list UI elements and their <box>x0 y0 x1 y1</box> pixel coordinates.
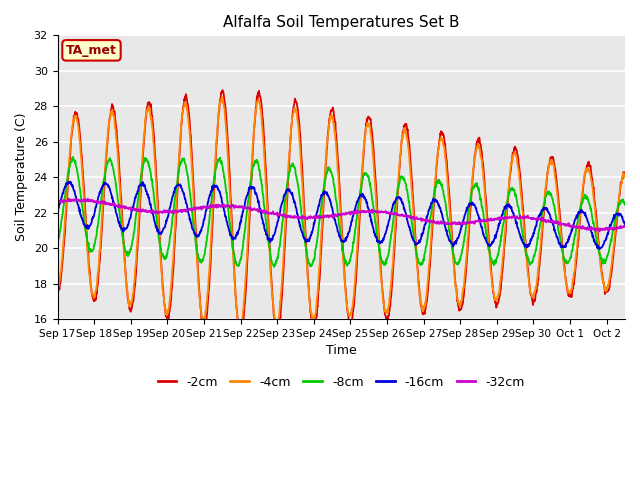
X-axis label: Time: Time <box>326 344 356 357</box>
-4cm <box>98 223 106 228</box>
-16cm <box>621 222 629 228</box>
-2cm <box>121 254 129 260</box>
-4cm <box>237 327 244 333</box>
-32cm <box>596 228 604 234</box>
-16cm <box>307 233 314 239</box>
-16cm <box>65 179 73 184</box>
-8cm <box>69 154 77 160</box>
-16cm <box>317 195 324 201</box>
Title: Alfalfa Soil Temperatures Set B: Alfalfa Soil Temperatures Set B <box>223 15 460 30</box>
-32cm <box>307 213 314 219</box>
Line: -32cm: -32cm <box>58 199 625 231</box>
-2cm <box>317 251 325 256</box>
-2cm <box>307 310 315 316</box>
-4cm <box>378 274 385 279</box>
-2cm <box>621 169 629 175</box>
-4cm <box>307 307 315 313</box>
-32cm <box>84 196 92 202</box>
-8cm <box>307 262 315 267</box>
-2cm <box>378 271 385 277</box>
-8cm <box>54 238 61 244</box>
-8cm <box>98 192 106 198</box>
-32cm <box>621 224 629 229</box>
-8cm <box>295 191 303 196</box>
-2cm <box>54 287 61 293</box>
-8cm <box>270 264 278 270</box>
Legend: -2cm, -4cm, -8cm, -16cm, -32cm: -2cm, -4cm, -8cm, -16cm, -32cm <box>153 371 530 394</box>
-4cm <box>218 95 226 100</box>
-4cm <box>621 173 629 179</box>
-4cm <box>317 239 325 244</box>
-32cm <box>295 214 303 219</box>
-4cm <box>54 286 61 291</box>
-16cm <box>377 240 385 246</box>
-2cm <box>237 337 245 343</box>
-32cm <box>377 209 385 215</box>
-8cm <box>378 257 385 263</box>
Line: -4cm: -4cm <box>58 97 625 330</box>
Line: -2cm: -2cm <box>58 90 625 340</box>
-2cm <box>219 87 227 93</box>
-32cm <box>54 197 61 203</box>
-8cm <box>121 246 129 252</box>
-4cm <box>121 259 129 264</box>
-32cm <box>317 215 324 221</box>
-2cm <box>295 118 303 123</box>
-8cm <box>317 205 325 211</box>
-8cm <box>621 202 629 207</box>
Line: -16cm: -16cm <box>58 181 625 249</box>
-16cm <box>98 186 106 192</box>
Text: TA_met: TA_met <box>66 44 117 57</box>
-4cm <box>295 133 303 139</box>
-16cm <box>596 246 604 252</box>
-2cm <box>98 232 106 238</box>
-16cm <box>54 208 61 214</box>
-32cm <box>121 205 129 211</box>
-32cm <box>98 198 106 204</box>
Line: -8cm: -8cm <box>58 157 625 267</box>
-16cm <box>121 227 129 232</box>
-16cm <box>295 217 303 223</box>
Y-axis label: Soil Temperature (C): Soil Temperature (C) <box>15 113 28 241</box>
